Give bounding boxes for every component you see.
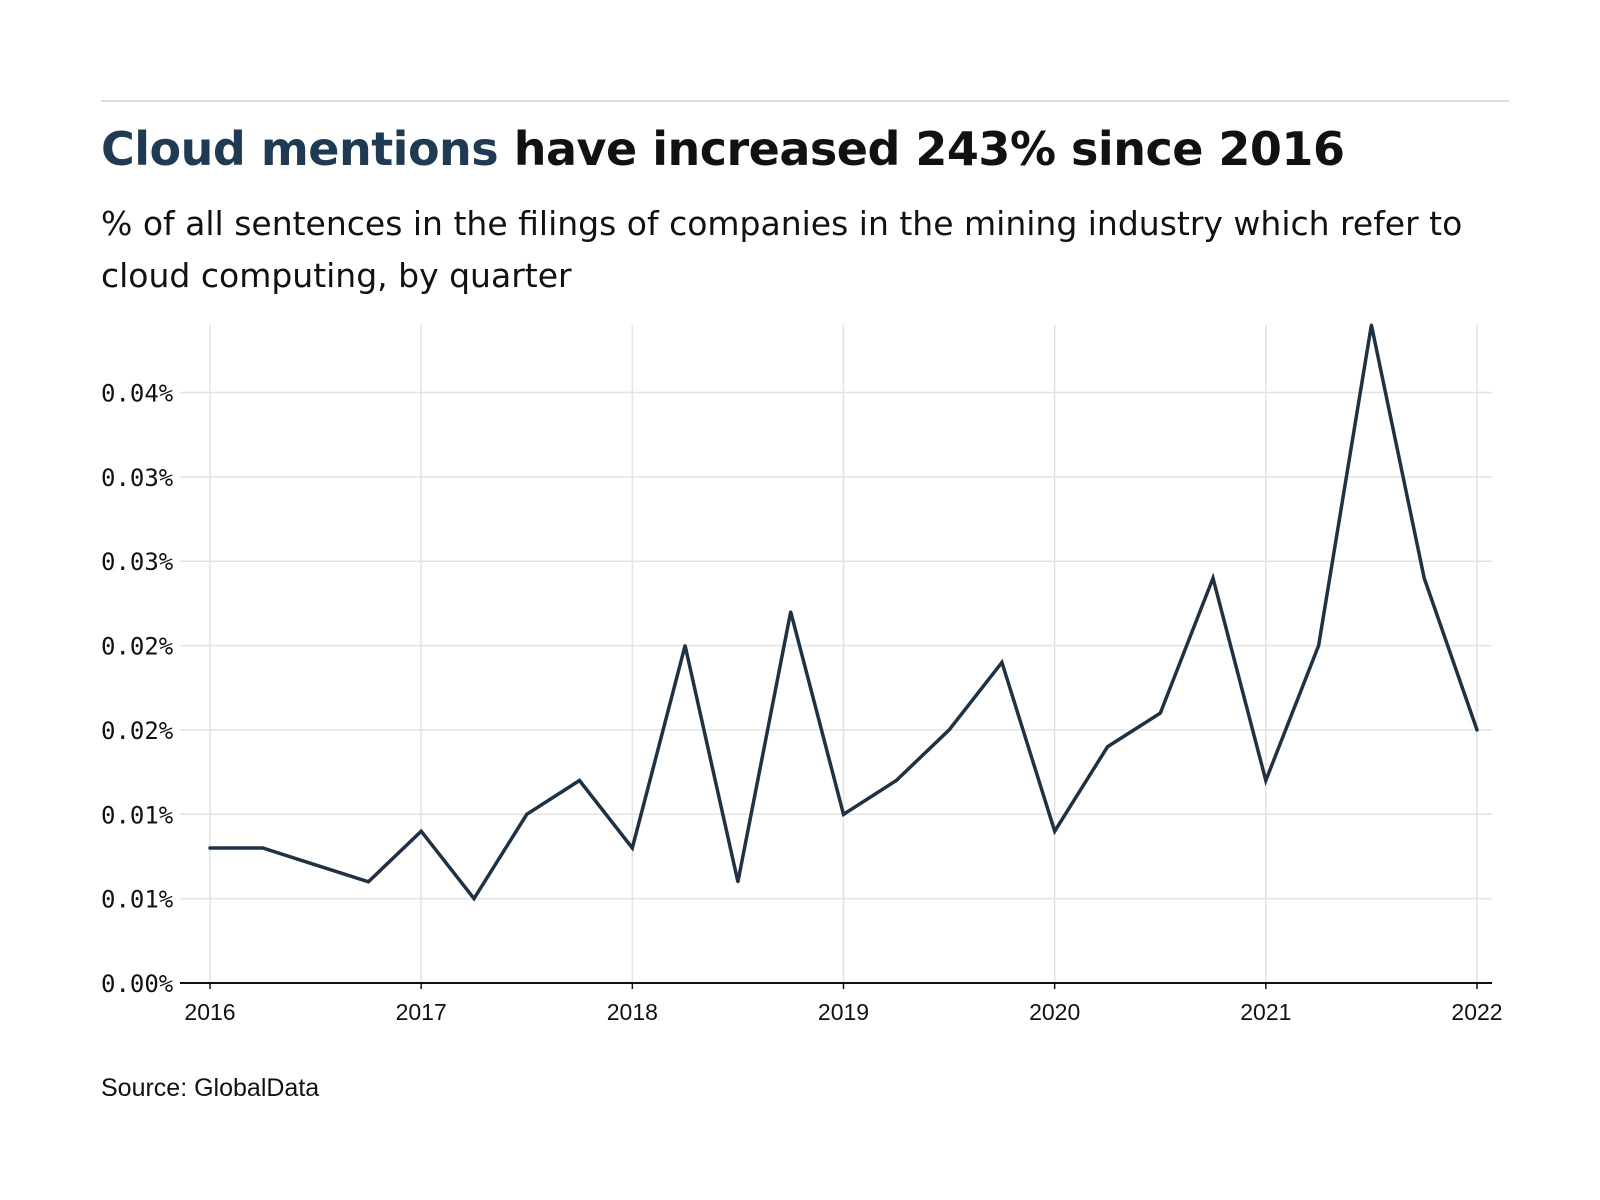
data-point: [789, 610, 793, 614]
x-tick-label: 2016: [184, 999, 235, 1025]
x-tick-label: 2019: [818, 999, 869, 1025]
data-point: [419, 829, 423, 833]
data-point: [1158, 711, 1162, 715]
data-point: [736, 880, 740, 884]
data-point: [1264, 779, 1268, 783]
x-tick-label: 2020: [1029, 999, 1080, 1025]
data-point: [314, 863, 318, 867]
data-point: [630, 846, 634, 850]
data-point: [1475, 728, 1479, 732]
axis-layer: [180, 982, 1492, 989]
data-point: [578, 779, 582, 783]
y-tick-label: 0.03%: [101, 464, 174, 492]
chart-title-rest: have increased 243% since 2016: [513, 122, 1345, 176]
x-tick-label: 2018: [607, 999, 658, 1025]
data-point: [1053, 829, 1057, 833]
y-tick-label: 0.01%: [101, 801, 174, 829]
grid-layer: [180, 325, 1492, 983]
chart-title: Cloud mentions have increased 243% since…: [101, 122, 1345, 176]
series-layer: [208, 323, 1479, 902]
data-point: [947, 728, 951, 732]
y-tick-label: 0.04%: [101, 379, 174, 407]
chart-title-accent: Cloud mentions: [101, 122, 499, 176]
data-point: [894, 779, 898, 783]
top-divider: [101, 100, 1509, 102]
data-point: [1422, 576, 1426, 580]
source-note: Source: GlobalData: [101, 1074, 320, 1102]
data-point: [683, 644, 687, 648]
y-tick-label: 0.00%: [101, 970, 174, 998]
y-tick-label: 0.02%: [101, 717, 174, 745]
data-point: [842, 812, 845, 816]
data-point: [472, 897, 476, 901]
x-tick-label: 2022: [1451, 999, 1502, 1025]
x-tick-label: 2021: [1240, 999, 1291, 1025]
data-point: [1369, 323, 1373, 327]
y-tick-label: 0.01%: [101, 886, 174, 914]
data-point: [261, 846, 265, 850]
data-point: [1105, 745, 1109, 749]
chart-subtitle: % of all sentences in the filings of com…: [101, 204, 1463, 295]
y-tick-label: 0.03%: [101, 548, 174, 576]
data-point: [525, 812, 529, 816]
x-tick-label: 2017: [396, 999, 447, 1025]
data-point: [1000, 660, 1004, 664]
data-point: [208, 846, 212, 850]
data-point: [1211, 576, 1215, 580]
data-point: [1317, 644, 1321, 648]
tick-label-layer: 0.00% 0.01% 0.01% 0.02% 0.02% 0.03% 0.03% 0.04%…: [101, 379, 1503, 1025]
data-point: [366, 880, 370, 884]
y-tick-label: 0.02%: [101, 633, 174, 661]
